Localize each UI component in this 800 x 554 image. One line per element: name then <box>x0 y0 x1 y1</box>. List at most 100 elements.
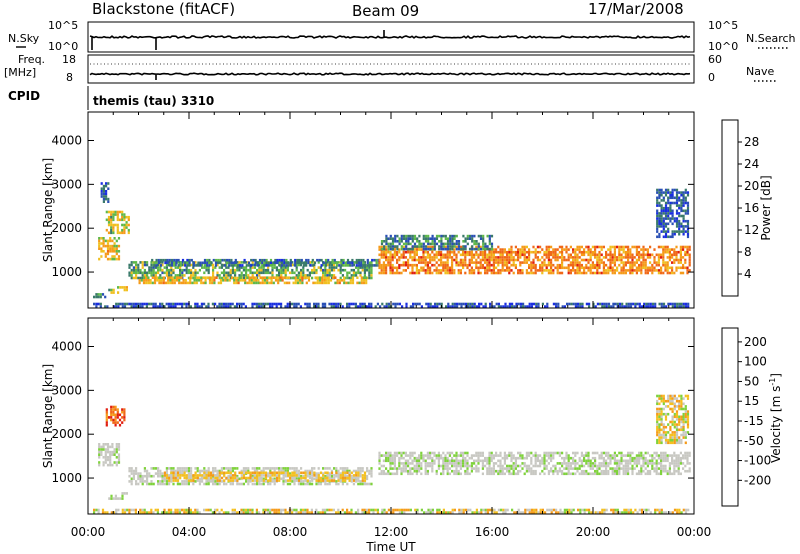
power-echo-cell <box>404 256 407 259</box>
velocity-echo-cell <box>488 472 491 476</box>
power-echo-cell <box>479 247 483 251</box>
power-echo-cell <box>102 237 105 240</box>
velocity-echo-cell <box>400 467 403 470</box>
power-echo-cell <box>499 253 502 257</box>
velocity-echo-cell <box>530 456 533 460</box>
power-echo-cell <box>579 302 582 306</box>
power-echo-cell <box>484 247 487 251</box>
velocity-echo-cell <box>311 476 314 480</box>
power-echo-cell <box>400 237 403 240</box>
velocity-echo-cell <box>451 456 454 460</box>
power-echo-cell <box>510 263 513 267</box>
velocity-echo-cell <box>348 469 351 473</box>
power-echo-cell <box>601 302 604 306</box>
power-echo-cell <box>128 266 131 269</box>
power-echo-cell <box>368 266 371 269</box>
power-echo-cell <box>678 302 681 306</box>
velocity-echo-cell <box>558 469 561 473</box>
power-echo-cell <box>396 258 399 262</box>
power-echo-cell <box>682 219 685 223</box>
power-echo-cell <box>656 219 659 223</box>
power-echo-cell <box>657 269 660 272</box>
velocity-echo-cell <box>393 459 396 463</box>
power-echo-cell <box>545 248 548 251</box>
date-label: 17/Mar/2008 <box>588 0 684 18</box>
power-echo-cell <box>484 253 487 257</box>
velocity-echo-cell <box>185 482 188 486</box>
power-echo-cell <box>561 263 564 267</box>
power-echo-cell <box>111 239 114 243</box>
power-echo-cell <box>153 281 157 285</box>
velocity-echo-cell <box>677 462 680 465</box>
power-echo-cell <box>622 266 625 270</box>
velocity-echo-cell <box>170 467 173 470</box>
velocity-echo-cell <box>550 454 553 457</box>
velocity-echo-cell <box>123 416 126 419</box>
power-echo-cell <box>684 302 688 306</box>
power-echo-cell <box>607 305 611 308</box>
power-echo-cell <box>429 302 432 306</box>
power-echo-cell <box>328 271 331 275</box>
power-echo-cell <box>684 219 687 223</box>
velocity-echo-cell <box>378 454 381 457</box>
power-echo-cell <box>462 258 465 262</box>
velocity-echo-cell <box>622 469 625 473</box>
power-echo-cell <box>407 247 410 251</box>
power-echo-cell <box>306 274 309 277</box>
velocity-echo-cell <box>470 464 473 468</box>
power-echo-cell <box>135 268 138 272</box>
power-echo-cell <box>673 232 676 236</box>
velocity-echo-cell <box>486 467 489 470</box>
velocity-echo-cell <box>536 454 539 457</box>
velocity-echo-cell <box>407 464 410 468</box>
power-echo-cell <box>217 258 220 262</box>
velocity-echo-cell <box>150 467 153 470</box>
velocity-echo-cell <box>339 467 342 470</box>
power-echo-cell <box>153 261 156 265</box>
velocity-echo-cell <box>662 459 665 463</box>
velocity-echo-cell <box>679 462 682 465</box>
power-echo-cell <box>149 281 152 285</box>
velocity-echo-cell <box>148 482 151 486</box>
velocity-echo-cell <box>543 464 546 468</box>
power-echo-cell <box>176 261 179 264</box>
power-echo-cell <box>181 261 184 264</box>
power-echo-cell <box>609 269 612 272</box>
velocity-echo-cell <box>236 511 239 514</box>
power-echo-cell <box>451 271 454 275</box>
power-echo-cell <box>159 305 162 308</box>
power-echo-cell <box>534 266 537 270</box>
power-echo-cell <box>279 279 282 282</box>
velocity-echo-cell <box>464 462 467 465</box>
velocity-echo-cell <box>393 472 396 476</box>
velocity-echo-cell <box>624 464 627 468</box>
velocity-echo-cell <box>128 474 131 478</box>
power-echo-cell <box>455 242 458 246</box>
velocity-echo-cell <box>415 464 418 468</box>
power-echo-cell <box>380 240 384 243</box>
power-echo-cell <box>302 264 306 267</box>
power-echo-cell <box>130 261 133 264</box>
velocity-echo-cell <box>98 443 101 446</box>
velocity-echo-cell <box>426 462 429 465</box>
velocity-echo-cell <box>114 497 117 500</box>
power-echo-cell <box>545 269 548 272</box>
power-echo-cell <box>100 187 103 190</box>
power-echo-cell <box>114 210 117 214</box>
velocity-echo-cell <box>346 469 349 473</box>
power-echo-cell <box>366 264 369 267</box>
velocity-echo-cell <box>251 479 254 482</box>
power-echo-cell <box>394 237 397 240</box>
power-echo-cell <box>158 279 161 282</box>
power-echo-cell <box>106 305 109 308</box>
power-echo-cell <box>295 263 298 267</box>
power-echo-cell <box>374 305 377 308</box>
power-echo-cell <box>132 276 135 280</box>
velocity-echo-cell <box>139 477 142 481</box>
velocity-echo-cell <box>501 467 504 470</box>
power-echo-cell <box>152 268 155 272</box>
power-echo-cell <box>653 258 656 262</box>
velocity-echo-cell <box>359 469 362 473</box>
power-echo-cell <box>128 274 131 277</box>
power-echo-cell <box>212 274 215 277</box>
